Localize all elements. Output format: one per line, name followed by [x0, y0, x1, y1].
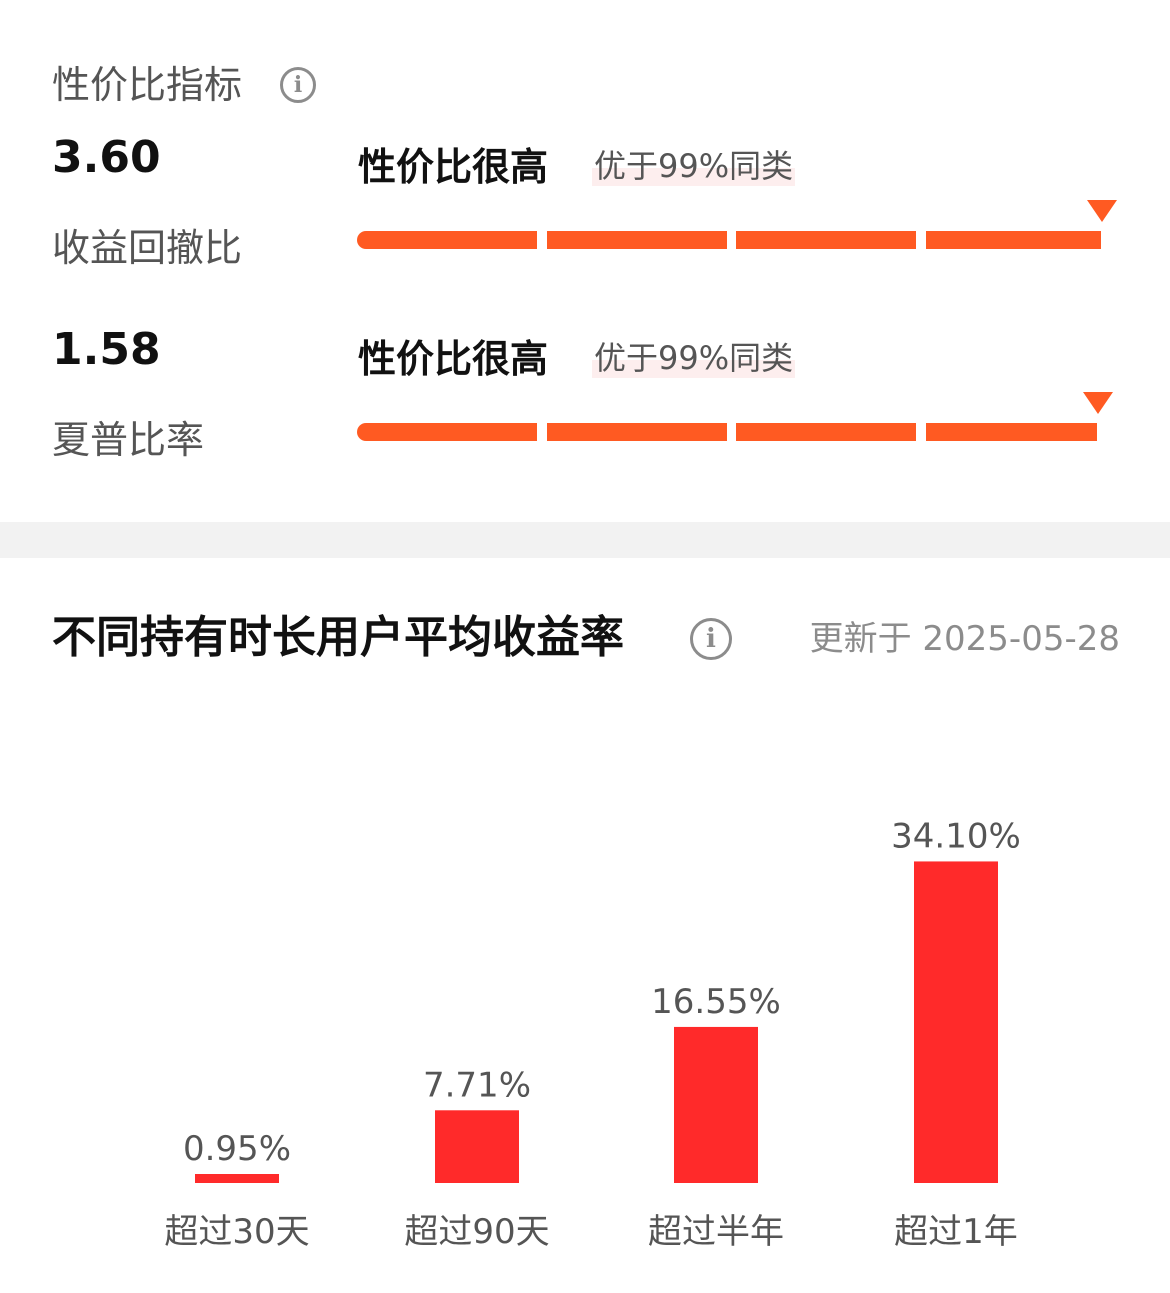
category-label: 超过半年: [648, 1212, 784, 1252]
data-label: 0.95%: [183, 1129, 291, 1169]
bar: [435, 1110, 519, 1183]
percentile-text: 优于99%同类: [592, 146, 796, 186]
bar: [195, 1174, 279, 1183]
data-label: 16.55%: [651, 982, 781, 1022]
data-label: 34.10%: [891, 816, 1021, 856]
category-label: 超过90天: [404, 1212, 549, 1252]
info-icon[interactable]: i: [280, 67, 316, 103]
info-icon[interactable]: i: [690, 618, 732, 660]
level-bar: [357, 423, 1102, 441]
value-section-title: 性价比指标: [52, 63, 243, 107]
rating-text: 性价比很高: [358, 337, 549, 381]
level-bar-segment: [547, 423, 727, 441]
level-bar-segment: [736, 231, 916, 249]
level-bar-segment: [926, 423, 1097, 441]
returns-bar-chart: 0.95% 超过30天 7.71% 超过90天 16.55% 超过半年 34.10% 超过1年: [164, 816, 1021, 1252]
category-label: 超过1年: [894, 1212, 1018, 1252]
level-bar-segment: [736, 423, 916, 441]
bar: [674, 1026, 758, 1183]
triangle-marker-icon: [1083, 392, 1113, 414]
percentile-text: 优于99%同类: [592, 338, 796, 378]
level-bar-segment: [357, 423, 537, 441]
category-label: 超过30天: [164, 1212, 309, 1252]
data-label: 7.71%: [423, 1065, 531, 1105]
sharpe-value: 1.58: [52, 324, 161, 375]
return-drawdown-value: 3.60: [52, 132, 161, 183]
level-bar: [357, 231, 1102, 249]
sharpe-label: 夏普比率: [52, 418, 205, 462]
triangle-marker-icon: [1087, 200, 1117, 222]
update-date: 更新于 2025-05-28: [809, 619, 1120, 659]
section-divider: [0, 522, 1170, 558]
level-bar-segment: [357, 231, 537, 249]
level-bar-segment: [926, 231, 1101, 249]
bar: [914, 861, 998, 1183]
level-bar-segment: [547, 231, 727, 249]
return-drawdown-label: 收益回撤比: [52, 226, 243, 270]
returns-section-title: 不同持有时长用户平均收益率: [52, 612, 624, 663]
rating-text: 性价比很高: [358, 145, 549, 189]
